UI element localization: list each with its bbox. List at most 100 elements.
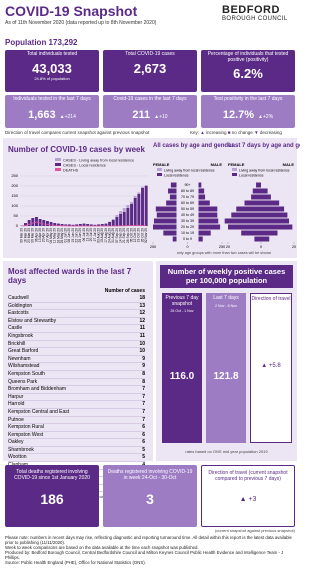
deaths-direction: Direction of travel (current snapshot co… <box>201 465 295 527</box>
legend-label: Local residence <box>164 173 189 177</box>
tile-arrow: ▲ <box>59 113 65 120</box>
age-label: 80 to 89 <box>181 189 194 193</box>
ward-row: Kempston Central and East 7 <box>8 409 145 417</box>
tile-value: 6.2% <box>233 66 263 82</box>
ward-count: 13 <box>139 302 145 309</box>
ward-name: Eastcotts <box>8 310 29 317</box>
x-tick-label: 16 Mar 20 <box>23 228 27 243</box>
x-tick-label: 250 <box>150 245 156 249</box>
ward-count: 7 <box>142 401 145 408</box>
x-tick-label: 20 Apr 20 <box>42 228 46 242</box>
ward-count: 5 <box>142 446 145 453</box>
bar <box>56 223 60 226</box>
ward-name: Bromham and Biddenham <box>8 386 67 393</box>
ward-count: 6 <box>142 424 145 431</box>
bar <box>144 185 148 186</box>
bar <box>86 224 90 226</box>
rate-previous: Previous 7 day snapshot 26 Oct - 1 Nov 1… <box>162 293 202 443</box>
tile-label: Direction of travel (current snapshot co… <box>208 470 288 482</box>
ward-count: 6 <box>142 431 145 438</box>
legend-label: Local residence <box>239 173 264 177</box>
x-tick-label: 17 Aug 20 <box>104 228 108 243</box>
footer-line: Please note: numbers in recent days may … <box>5 535 292 545</box>
legend-swatch <box>157 168 162 171</box>
x-tick-label: 10 Aug 20 <box>100 228 104 243</box>
x-tick-label: 21 Sep 20 <box>122 228 126 243</box>
tile-label: Total individuals tested <box>26 51 78 57</box>
ward-row: Queens Park 8 <box>8 379 145 387</box>
bar <box>144 186 148 226</box>
page: COVID-19 Snapshot As of 11th November 20… <box>3 3 300 565</box>
bar-male <box>198 182 202 188</box>
bar <box>42 220 46 226</box>
ward-count: 18 <box>139 295 145 301</box>
rate-label: Direction of travel <box>251 296 291 302</box>
x-tick-label: 22 Jun 20 <box>75 228 79 243</box>
tile-arrow: ▲ <box>258 113 263 120</box>
x-tick-label: 14 Sep 20 <box>118 228 122 243</box>
ward-count: 9 <box>142 355 145 362</box>
pyramid-female: FEMALE <box>153 162 170 167</box>
tile-label: Total deaths registered involving COVID-… <box>14 469 90 481</box>
rate-dates: 2 Nov - 8 Nov <box>215 303 237 308</box>
bar <box>27 220 31 226</box>
age-label: 40 to 49 <box>181 213 194 217</box>
bar-female <box>251 194 261 200</box>
rate-change: +5.8 <box>268 362 281 369</box>
tile-row: 12.7% ▲+2% <box>203 105 293 123</box>
ward-row: Eastcotts 12 <box>8 310 145 318</box>
logo-line: BEDFORD <box>222 4 280 16</box>
bar-female <box>224 218 261 224</box>
ward-row: Kempston South 8 <box>8 371 145 379</box>
ward-row: Kingsbrook 11 <box>8 333 145 341</box>
x-tick-label: 07 Sep 20 <box>115 228 119 243</box>
footer-line: Source: Public Health England (PHE), Off… <box>5 560 146 565</box>
tile-value: 3 <box>146 491 154 508</box>
bar-male <box>198 212 218 218</box>
x-tick-label: 31 Aug 20 <box>111 228 115 243</box>
bar-male <box>261 236 270 242</box>
ward-row: Wootton 5 <box>8 454 145 463</box>
tile: Individuals tested in the last 7 days 1,6… <box>5 95 99 128</box>
bar-male <box>198 188 205 194</box>
bar-female <box>153 224 177 230</box>
tile-change: +3 <box>248 496 257 504</box>
bar-female <box>155 206 177 212</box>
bar <box>67 224 71 226</box>
pyramid-female: FEMALE <box>228 162 245 167</box>
key: Key: ▲ increasing ■ no change ▼ decreasi… <box>190 130 282 135</box>
key-item: decreasing <box>259 130 282 135</box>
ward-row: Kempston West 6 <box>8 432 145 440</box>
bar-female <box>236 206 261 212</box>
bar <box>78 224 82 226</box>
bar-female <box>256 182 261 188</box>
bar-male <box>198 200 210 206</box>
population: Population 173,292 <box>5 38 78 47</box>
ward-name: Newnham <box>8 355 31 362</box>
bar <box>137 194 141 226</box>
tile: Total COVID-19 cases 2,673 <box>103 50 197 92</box>
tile-label: Test positivity in the last 7 days <box>213 96 283 102</box>
ward-count: 6 <box>142 439 145 446</box>
legend-swatch <box>157 173 162 176</box>
x-tick-label: 25 May 20 <box>60 228 64 244</box>
x-tick-label: 30 Mar 20 <box>31 228 35 243</box>
x-tick-label: 08 Jun 20 <box>67 228 71 243</box>
x-tick-label: 03 Aug 20 <box>97 228 101 243</box>
pyramid-male: MALE <box>283 162 295 167</box>
bar <box>100 224 104 226</box>
tile-label: Individuals tested in the last 7 days <box>13 96 91 102</box>
bar-female <box>241 230 261 236</box>
ward-count: 7 <box>142 393 145 400</box>
logo: BEDFORD BOROUGH COUNCIL <box>222 4 297 22</box>
ward-count: 12 <box>139 310 145 317</box>
bar <box>122 208 126 212</box>
age-label: 10 to 19 <box>181 231 194 235</box>
ward-name: Wilshamstead <box>8 363 40 370</box>
y-tick-label: 250 <box>11 173 18 178</box>
ward-row: Elstow and Stewartby 12 <box>8 318 145 326</box>
bar <box>108 222 112 226</box>
x-tick-label: 250 <box>219 245 225 249</box>
ward-row: Oakley 6 <box>8 439 145 447</box>
x-tick-label: 04 May 20 <box>49 228 53 244</box>
